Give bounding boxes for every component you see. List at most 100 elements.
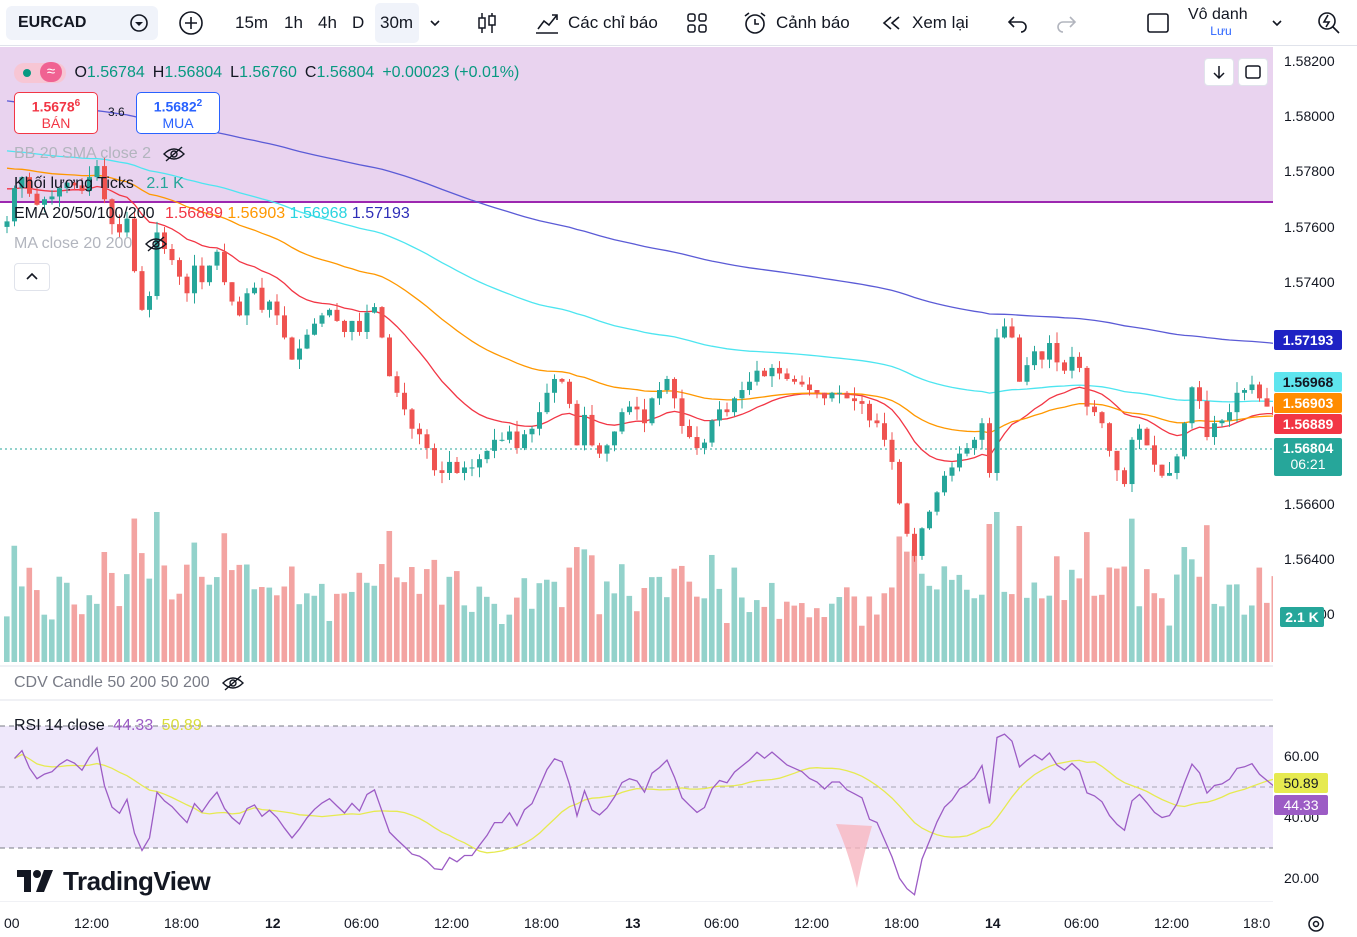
price-axis-label: 1.58200 — [1284, 53, 1335, 69]
interval-1h[interactable]: 1h — [284, 13, 303, 32]
bb-legend[interactable]: BB 20 SMA close 2 — [14, 145, 186, 163]
price-axis-label: 1.56600 — [1284, 496, 1335, 512]
maximize-pane-button[interactable] — [1238, 58, 1268, 86]
volume-bar — [641, 588, 648, 662]
replay-button[interactable]: Xem lại — [880, 0, 969, 46]
candle-body — [1077, 356, 1082, 368]
layout-checkbox[interactable] — [1146, 0, 1170, 46]
volume-bar — [626, 595, 633, 662]
volume-bar — [656, 576, 663, 662]
sell-button[interactable]: 1.56786 BÁN — [14, 92, 98, 134]
volume-bar — [1181, 547, 1188, 662]
volume-bar — [731, 567, 738, 662]
candle-body — [1219, 420, 1225, 424]
candle-body — [762, 370, 767, 377]
volume-bar — [19, 586, 25, 662]
candle-body — [327, 309, 332, 316]
chart-type-button[interactable] — [476, 0, 498, 46]
volume-bar — [739, 597, 745, 662]
high-label: H — [152, 64, 165, 82]
rsi-legend[interactable]: RSI 14 close 44.33 50.89 — [14, 717, 202, 735]
ema200-value: 1.57193 — [351, 205, 410, 222]
candle-body — [27, 177, 32, 194]
volume-bar — [341, 593, 348, 662]
volume-bar — [274, 595, 280, 662]
eye-crossed-icon[interactable] — [163, 146, 186, 162]
volume-bar — [371, 585, 378, 662]
redo-button[interactable] — [1054, 0, 1078, 46]
price-chart[interactable] — [0, 47, 1273, 902]
ma-legend[interactable]: MA close 20 200 — [14, 235, 167, 253]
candle-body — [192, 265, 197, 294]
volume-bar — [551, 581, 558, 662]
volume-bar — [236, 564, 243, 662]
candle-body — [1092, 406, 1097, 413]
templates-button[interactable] — [686, 0, 708, 46]
volume-bar — [1076, 578, 1083, 662]
time-axis-label: 12:00 — [1154, 915, 1190, 931]
quick-search-button[interactable] — [1316, 0, 1342, 46]
cdv-legend[interactable]: CDV Candle 50 200 50 200 — [14, 674, 245, 692]
layout-name-button[interactable]: Vô danh Lưu — [1188, 6, 1258, 38]
candle-body — [79, 185, 85, 191]
eye-crossed-icon[interactable] — [222, 675, 245, 691]
plus-circle-icon — [179, 11, 203, 35]
eye-crossed-icon[interactable] — [144, 236, 167, 252]
candle-body — [552, 378, 557, 393]
undo-button[interactable] — [1006, 0, 1030, 46]
interval-d[interactable]: D — [352, 13, 365, 32]
interval-dropdown-button[interactable] — [428, 0, 442, 46]
layout-dropdown-button[interactable] — [1270, 0, 1284, 46]
volume-bar — [881, 593, 888, 662]
indicators-button[interactable]: Các chỉ báo — [534, 0, 658, 46]
volume-bar — [529, 608, 535, 662]
candle-body — [334, 309, 340, 321]
symbol-compare-icon[interactable] — [128, 12, 150, 34]
volume-bar — [949, 579, 955, 662]
volume-bar — [1151, 593, 1158, 662]
volume-bar — [904, 551, 910, 662]
alert-button[interactable]: Cảnh báo — [742, 0, 850, 46]
replay-label: Xem lại — [912, 13, 969, 32]
volume-bar — [514, 597, 520, 662]
volume-bar — [1211, 603, 1218, 662]
candle-body — [582, 414, 587, 446]
candle-body — [42, 199, 47, 205]
candle-body — [1167, 472, 1172, 476]
volume-bar — [566, 567, 573, 662]
candle-body — [597, 445, 602, 454]
volume-bar — [109, 572, 115, 662]
collapse-legend-button[interactable] — [14, 263, 50, 291]
candle-body — [1272, 406, 1273, 415]
tradingview-logo[interactable]: TradingView — [17, 866, 211, 897]
interval-4h[interactable]: 4h — [318, 13, 337, 32]
volume-bar — [919, 573, 925, 662]
volume-bar — [859, 625, 865, 662]
volume-label: Khối lượng Ticks — [14, 175, 134, 192]
volume-legend[interactable]: Khối lượng Ticks 2.1 K — [14, 175, 184, 193]
candle-body — [49, 196, 55, 200]
volume-bar — [191, 542, 198, 662]
candle-body — [484, 450, 490, 460]
ema100-value: 1.56968 — [289, 205, 348, 222]
add-symbol-button[interactable] — [178, 0, 204, 46]
scroll-down-button[interactable] — [1204, 58, 1234, 86]
candle-body — [357, 320, 362, 332]
buy-button[interactable]: 1.56822 MUA — [136, 92, 220, 134]
time-axis-label: 06:00 — [704, 915, 740, 931]
interval-30m[interactable]: 30m — [380, 13, 414, 32]
interval-15m[interactable]: 15m — [235, 13, 269, 32]
volume-bar — [334, 593, 340, 662]
symbol-search-box[interactable]: EURCAD — [6, 6, 158, 40]
wave-icon: ≈ — [40, 62, 62, 82]
candle-body — [1084, 367, 1090, 407]
volume-bar — [289, 566, 295, 662]
candle-body — [147, 296, 152, 310]
symbol-name[interactable]: EURCAD — [18, 14, 87, 31]
change-value: +0.00023 (+0.01%) — [382, 64, 520, 82]
ema-legend[interactable]: EMA 20/50/100/200 1.56889 1.56903 1.5696… — [14, 205, 410, 223]
volume-bar — [934, 589, 940, 662]
volume-bar — [1241, 614, 1248, 662]
legend-status-pill[interactable]: ≈ — [14, 62, 66, 83]
timezone-settings-icon[interactable] — [1306, 914, 1326, 934]
